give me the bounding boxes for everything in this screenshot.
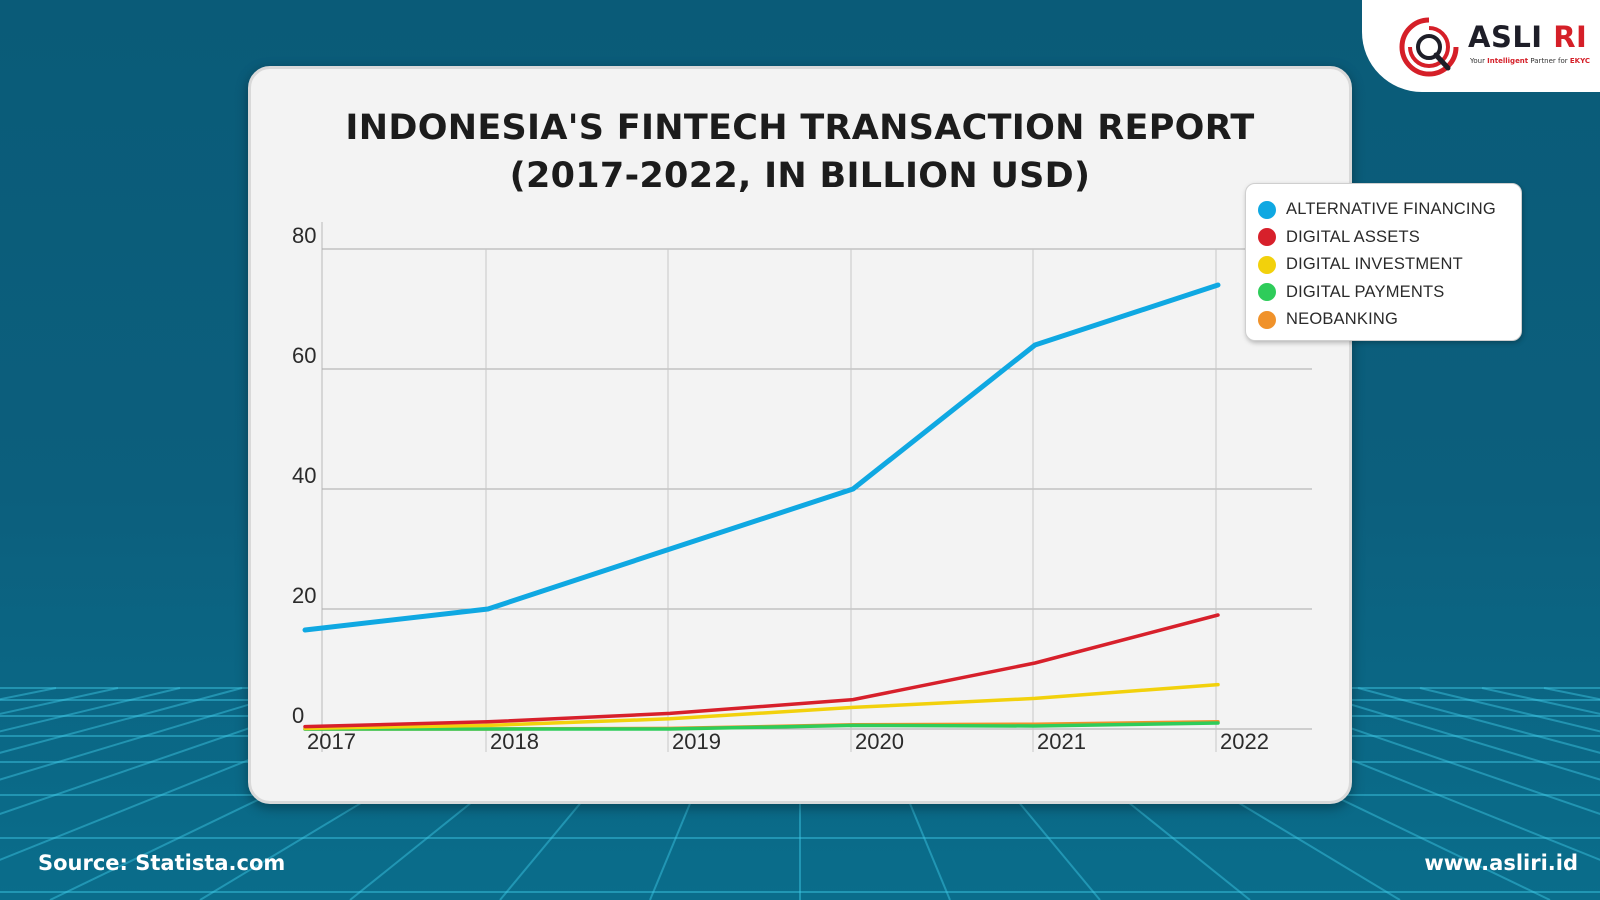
legend-swatch-icon: [1258, 228, 1276, 247]
chart-title-line-1: INDONESIA'S FINTECH TRANSACTION REPORT: [345, 108, 1255, 148]
legend-label: NEOBANKING: [1286, 310, 1399, 329]
series-line-digital-payments: [303, 721, 1220, 731]
series-line-alternative-financing: [302, 282, 1221, 633]
legend-label: DIGITAL ASSETS: [1286, 227, 1420, 246]
chart-legend: ALTERNATIVE FINANCING DIGITAL ASSETS DIGIT…: [1245, 183, 1522, 341]
legend-item: DIGITAL ASSETS: [1258, 224, 1521, 252]
brand-name: ASLI RI: [1468, 20, 1588, 54]
chart-title-line-2: (2017-2022, IN BILLION USD): [509, 156, 1091, 196]
legend-swatch-icon: [1258, 255, 1276, 274]
legend-item: DIGITAL INVESTMENT: [1258, 251, 1521, 279]
chart-card: [248, 66, 1352, 804]
x-tick-label: 2020: [855, 729, 904, 754]
y-tick-label: 0: [292, 703, 304, 728]
legend-item: DIGITAL PAYMENTS: [1258, 279, 1521, 307]
legend-swatch-icon: [1258, 310, 1276, 329]
y-tick-label: 60: [292, 343, 316, 368]
legend-label: DIGITAL PAYMENTS: [1286, 282, 1445, 301]
series-line-digital-assets: [303, 613, 1220, 729]
source-credit: Source: Statista.com: [38, 851, 286, 875]
x-tick-label: 2021: [1037, 729, 1086, 754]
chart-title: INDONESIA'S FINTECH TRANSACTION REPORT (…: [248, 104, 1352, 200]
target-logo-icon: [1399, 17, 1459, 77]
brand-tagline: Your Intelligent Partner for EKYC: [1470, 57, 1591, 65]
legend-label: DIGITAL INVESTMENT: [1286, 255, 1463, 274]
legend-swatch-icon: [1258, 200, 1276, 219]
y-tick-label: 20: [292, 583, 316, 608]
series-line-digital-investment: [303, 682, 1220, 731]
legend-item: ALTERNATIVE FINANCING: [1258, 196, 1521, 224]
y-tick-label: 80: [292, 223, 316, 248]
x-tick-label: 2018: [490, 729, 539, 754]
x-tick-label: 2022: [1220, 729, 1269, 754]
y-tick-label: 40: [292, 463, 316, 488]
legend-item: NEOBANKING: [1258, 306, 1521, 334]
x-tick-label: 2019: [672, 729, 721, 754]
legend-swatch-icon: [1258, 283, 1276, 302]
website-url[interactable]: www.asliri.id: [1424, 851, 1578, 875]
x-tick-label: 2017: [307, 729, 356, 754]
legend-label: ALTERNATIVE FINANCING: [1286, 200, 1496, 219]
